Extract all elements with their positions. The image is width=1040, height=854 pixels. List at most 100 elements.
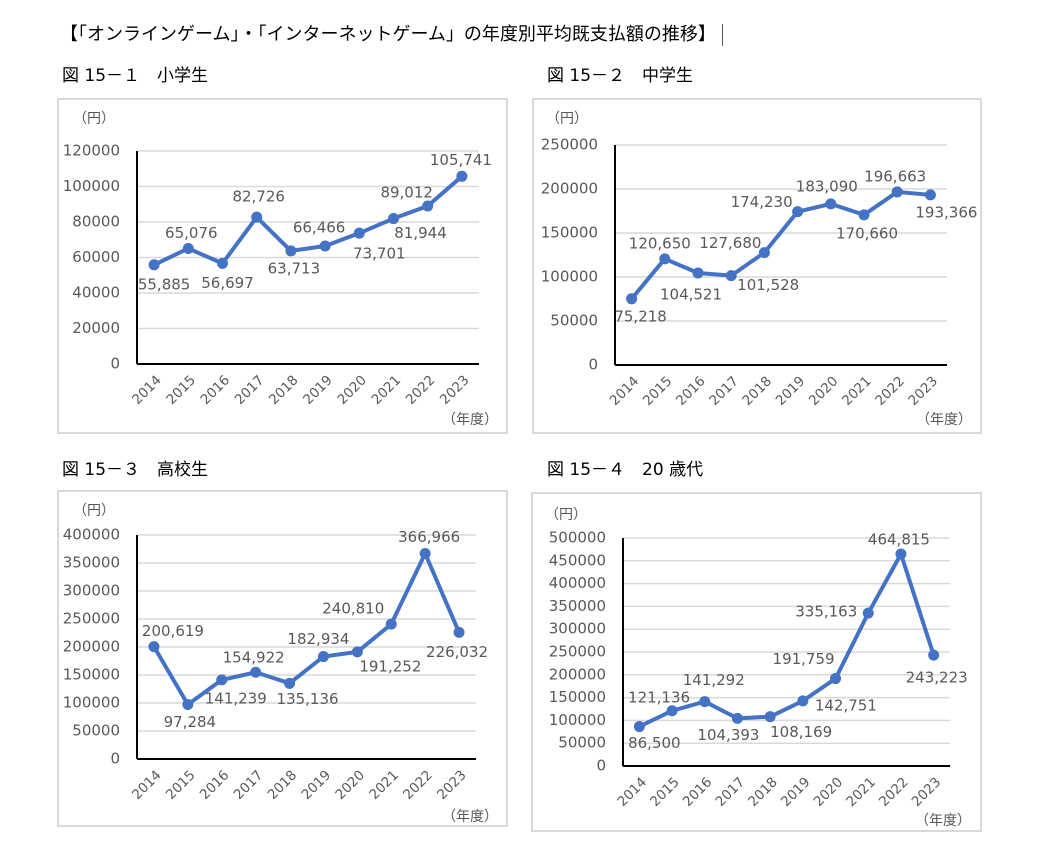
y-tick-label: 300000: [63, 582, 120, 600]
data-label: 240,810: [322, 600, 384, 618]
data-point: [928, 649, 940, 661]
y-tick-label: 50000: [72, 722, 120, 740]
data-point: [895, 548, 907, 560]
x-tick-label: 2014: [614, 774, 650, 810]
data-label: 55,885: [138, 275, 191, 293]
data-label: 101,528: [737, 276, 799, 294]
x-tick-label: 2016: [198, 372, 234, 408]
data-point: [319, 240, 331, 252]
series-line: [152, 551, 461, 707]
x-tick-label: 2020: [806, 373, 842, 409]
data-label: 141,292: [683, 671, 745, 689]
data-point: [666, 705, 678, 717]
x-tick-label: 2016: [197, 767, 233, 803]
data-label: 63,713: [268, 259, 321, 277]
y-tick-label: 100000: [549, 711, 606, 729]
data-point: [797, 695, 809, 707]
x-tick-label: 2022: [872, 373, 908, 409]
data-point: [858, 209, 870, 221]
data-label: 121,136: [628, 688, 690, 706]
x-tick-label: 2021: [839, 373, 875, 409]
data-point: [422, 200, 434, 212]
data-label: 191,252: [359, 657, 421, 675]
data-label: 104,393: [697, 726, 759, 744]
x-tick-label: 2021: [366, 767, 402, 803]
y-tick-label: 0: [110, 355, 120, 373]
data-label: 193,366: [915, 203, 977, 221]
data-point: [692, 267, 704, 279]
y-tick-label: 500000: [549, 529, 606, 547]
y-tick-label: 50000: [558, 734, 606, 752]
series-line: [630, 189, 931, 301]
data-label: 154,922: [223, 649, 285, 667]
data-point: [385, 618, 397, 630]
data-point: [353, 227, 365, 239]
data-label: 183,090: [796, 177, 858, 195]
y-tick-label: 100000: [63, 694, 120, 712]
data-label: 89,012: [380, 184, 433, 202]
x-tick-label: 2022: [403, 372, 439, 408]
x-tick-label: 2017: [231, 767, 267, 803]
x-axis-unit: （年度）: [442, 412, 498, 428]
data-label: 335,163: [795, 603, 857, 621]
data-point: [626, 293, 638, 305]
x-tick-label: 2022: [400, 767, 436, 803]
data-point: [285, 245, 297, 257]
y-tick-label: 350000: [549, 597, 606, 615]
y-tick-label: 80000: [72, 213, 120, 231]
y-tick-label: 450000: [549, 551, 606, 569]
data-point: [419, 547, 431, 559]
data-label: 191,759: [773, 650, 835, 668]
y-tick-label: 100000: [63, 177, 120, 195]
x-tick-label: 2023: [909, 774, 945, 810]
y-tick-label: 20000: [72, 319, 120, 337]
data-point: [731, 712, 743, 724]
x-tick-label: 2020: [334, 372, 370, 408]
chart-elementary: 0 20000 40000 60000 80000 100000 120000 2014 201…: [57, 98, 508, 434]
y-tick-label: 400000: [549, 574, 606, 592]
x-tick-label: 2018: [265, 767, 301, 803]
y-tick-label: 200000: [549, 665, 606, 683]
chart-svg: 0500001000001500002000002500002014201520…: [541, 111, 978, 428]
y-axis-unit: （円）: [73, 503, 115, 519]
x-tick-label: 2014: [129, 372, 165, 408]
data-label: 104,521: [660, 286, 722, 304]
x-tick-label: 2023: [434, 767, 470, 803]
data-label: 142,751: [815, 696, 877, 714]
y-tick-label: 150000: [63, 666, 120, 684]
x-tick-label: 2023: [905, 373, 941, 409]
x-tick-label: 2018: [266, 372, 302, 408]
x-tick-label: 2019: [300, 372, 336, 408]
data-point: [891, 186, 903, 198]
x-tick-label: 2016: [680, 774, 716, 810]
x-tick-label: 2022: [876, 774, 912, 810]
data-point: [862, 607, 874, 619]
y-tick-label: 200000: [63, 638, 120, 656]
page-title: 【「オンラインゲーム」・「インターネットゲーム」の年度別平均既支払額の推移】: [60, 20, 723, 46]
y-tick-label: 0: [588, 356, 598, 374]
data-label: 73,701: [353, 245, 406, 263]
x-tick-label: 2015: [163, 767, 199, 803]
data-label: 196,663: [864, 167, 926, 185]
data-label: 174,230: [731, 193, 793, 211]
page-title-text: 【「オンラインゲーム」・「インターネットゲーム」の年度別平均既支払額の推移】: [60, 24, 716, 45]
data-label: 86,500: [628, 734, 681, 752]
data-point: [148, 259, 160, 271]
y-tick-label: 250000: [549, 643, 606, 661]
data-label: 135,136: [277, 690, 339, 708]
x-tick-label: 2023: [437, 372, 473, 408]
data-label: 75,218: [614, 307, 667, 325]
x-tick-label: 2017: [232, 372, 268, 408]
data-point: [659, 253, 671, 265]
data-label: 65,076: [165, 224, 218, 242]
figure-label-high-school: 図 15－３ 高校生: [62, 460, 209, 480]
y-tick-label: 50000: [550, 312, 598, 330]
x-axis-unit: （年度）: [916, 412, 972, 428]
data-label: 105,741: [430, 151, 492, 169]
x-tick-label: 2015: [640, 373, 676, 409]
figure-label-junior-high: 図 15－２ 中学生: [547, 66, 694, 86]
data-point: [758, 247, 770, 259]
data-label: 243,223: [906, 669, 968, 687]
x-tick-label: 2019: [773, 373, 809, 409]
x-tick-label: 2014: [607, 373, 643, 409]
